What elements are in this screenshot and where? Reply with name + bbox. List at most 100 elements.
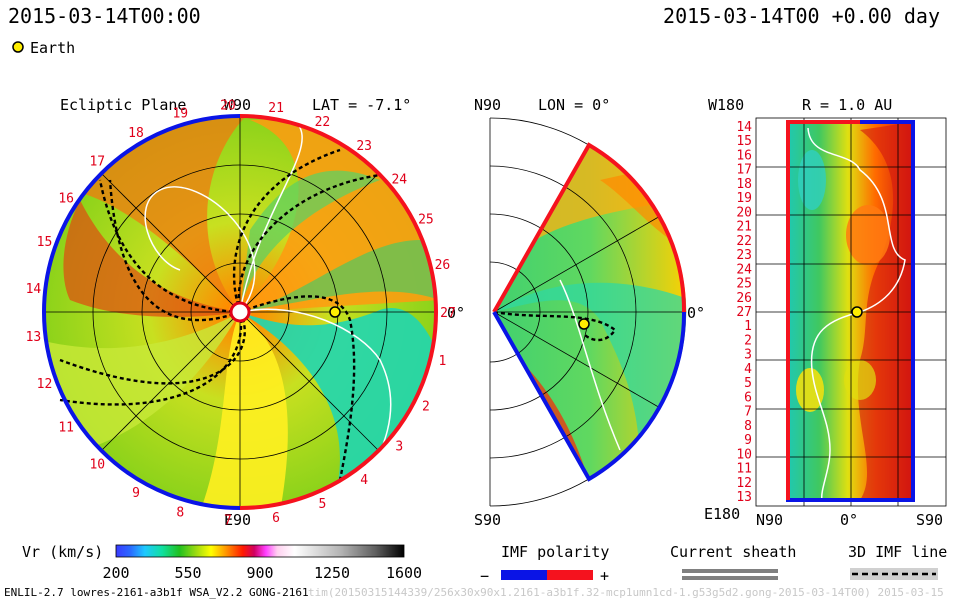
imf-polarity-minus: −	[480, 567, 489, 585]
ecliptic-rotation-label: 22	[315, 115, 331, 130]
synoptic-y-label: 14	[736, 120, 752, 135]
synoptic-panel: W180 R = 1.0 AU	[704, 96, 947, 529]
synoptic-y-label: 22	[736, 234, 752, 249]
synoptic-grid	[756, 118, 946, 506]
ecliptic-rotation-label: 17	[89, 155, 105, 170]
synoptic-y-label: 13	[736, 490, 752, 505]
ecliptic-rotation-label: 23	[356, 139, 372, 154]
ecliptic-title: Ecliptic Plane	[60, 96, 186, 114]
ecliptic-rotation-label: 13	[26, 330, 42, 345]
ecliptic-rotation-label: 4	[360, 473, 368, 488]
current-sheath-swatch-top	[682, 569, 778, 573]
synoptic-zero-label: 0°	[840, 511, 858, 529]
meridional-current-sheath	[559, 279, 621, 451]
meridional-imf-line	[493, 310, 617, 342]
ecliptic-imf-lines	[59, 148, 381, 481]
meridional-panel: N90 LON = 0° 0	[474, 96, 705, 529]
ecliptic-boundary-negative	[42, 114, 241, 510]
synoptic-y-label: 3	[744, 348, 752, 363]
synoptic-y-label: 6	[744, 390, 752, 405]
synoptic-boundary-positive	[786, 120, 860, 500]
synoptic-y-label: 21	[736, 220, 752, 235]
synoptic-y-label: 4	[744, 362, 752, 377]
synoptic-earth-marker	[851, 306, 863, 318]
imf-polarity-positive-swatch	[547, 570, 593, 580]
colorbar-tick-label: 900	[246, 564, 273, 582]
ecliptic-rotation-label: 14	[26, 282, 42, 297]
colorbar-tick-label: 200	[102, 564, 129, 582]
synoptic-y-label: 18	[736, 177, 752, 192]
earth-legend-marker	[12, 41, 24, 53]
footer-run-info: ENLIL-2.7 lowres-2161-a3b1f WSA_V2.2 GON…	[4, 586, 309, 599]
synoptic-y-label: 8	[744, 419, 752, 434]
ecliptic-rotation-label: 6	[272, 511, 280, 526]
imf-polarity-key: IMF polarity − +	[480, 543, 609, 585]
colorbar-tick-label: 550	[174, 564, 201, 582]
synoptic-speed-map	[788, 122, 913, 500]
ecliptic-boundary-positive	[239, 114, 438, 510]
current-sheath-swatch-bottom	[682, 576, 778, 580]
synoptic-y-label: 26	[736, 291, 752, 306]
ecliptic-rotation-label: 8	[176, 505, 184, 520]
ecliptic-lat-label: LAT = -7.1°	[312, 96, 411, 114]
synoptic-y-label: 20	[736, 205, 752, 220]
synoptic-y-label: 7	[744, 405, 752, 420]
datetime-left: 2015-03-14T00:00	[8, 4, 201, 28]
synoptic-y-label: 5	[744, 376, 752, 391]
ecliptic-rotation-label: 7	[224, 514, 232, 529]
ecliptic-rotation-label: 2	[422, 399, 430, 414]
ecliptic-rotation-label: 5	[318, 497, 326, 512]
datetime-right: 2015-03-14T00 +0.00 day	[663, 4, 940, 28]
synoptic-y-label: 24	[736, 262, 752, 277]
meridional-boundary-negative	[492, 311, 687, 482]
imf-line-label: 3D IMF line	[848, 543, 947, 561]
ecliptic-current-sheath	[144, 117, 392, 511]
ecliptic-earth-marker	[329, 306, 341, 318]
ecliptic-rotation-label: 18	[128, 126, 144, 141]
ecliptic-rotation-label: 19	[172, 107, 188, 122]
synoptic-y-label: 10	[736, 447, 752, 462]
ecliptic-panel: Ecliptic Plane W90 LAT = -7.1°	[26, 96, 465, 529]
earth-legend: Earth	[12, 39, 75, 57]
synoptic-y-labels: 1415161718192021222324252627123456789101…	[736, 120, 752, 505]
synoptic-y-label: 12	[736, 476, 752, 491]
meridional-lon-label: LON = 0°	[538, 96, 610, 114]
synoptic-w180-label: W180	[708, 96, 744, 114]
current-sheath-label: Current sheath	[670, 543, 796, 561]
ecliptic-rotation-label: 12	[37, 377, 53, 392]
synoptic-y-label: 27	[736, 305, 752, 320]
synoptic-s90-label: S90	[916, 511, 943, 529]
ecliptic-rotation-label: 21	[268, 101, 284, 116]
meridional-earth-marker	[578, 318, 590, 330]
synoptic-y-label: 17	[736, 163, 752, 178]
current-sheath-key: Current sheath	[670, 543, 796, 580]
ecliptic-zero-label: 0°	[447, 304, 465, 322]
meridional-n90-label: N90	[474, 96, 501, 114]
synoptic-y-label: 1	[744, 319, 752, 334]
ecliptic-sun-marker	[229, 301, 251, 323]
ecliptic-rotation-label: 10	[89, 457, 105, 472]
ecliptic-rotation-label: 16	[58, 192, 74, 207]
synoptic-y-label: 16	[736, 149, 752, 164]
meridional-zero-label: 0°	[687, 304, 705, 322]
synoptic-y-label: 15	[736, 134, 752, 149]
synoptic-y-label: 11	[736, 462, 752, 477]
meridional-boundary-positive	[492, 142, 687, 313]
colorbar-label: Vr (km/s)	[22, 543, 103, 561]
ecliptic-rotation-label: 26	[435, 258, 451, 273]
footer-file-info: tim(20150315144339/256x30x90x1.2161-a3b1…	[308, 586, 944, 599]
ecliptic-rotation-label: 11	[58, 420, 74, 435]
synoptic-r-label: R = 1.0 AU	[802, 96, 892, 114]
ecliptic-rotation-label: 20	[220, 98, 236, 113]
synoptic-y-label: 9	[744, 433, 752, 448]
synoptic-y-label: 19	[736, 191, 752, 206]
synoptic-y-label: 2	[744, 334, 752, 349]
ecliptic-rotation-label: 3	[395, 440, 403, 455]
imf-polarity-negative-swatch	[501, 570, 547, 580]
imf-polarity-plus: +	[600, 567, 609, 585]
colorbar-tick-label: 1600	[386, 564, 422, 582]
imf-line-key: 3D IMF line	[848, 543, 947, 580]
ecliptic-rotation-label: 25	[418, 213, 434, 228]
